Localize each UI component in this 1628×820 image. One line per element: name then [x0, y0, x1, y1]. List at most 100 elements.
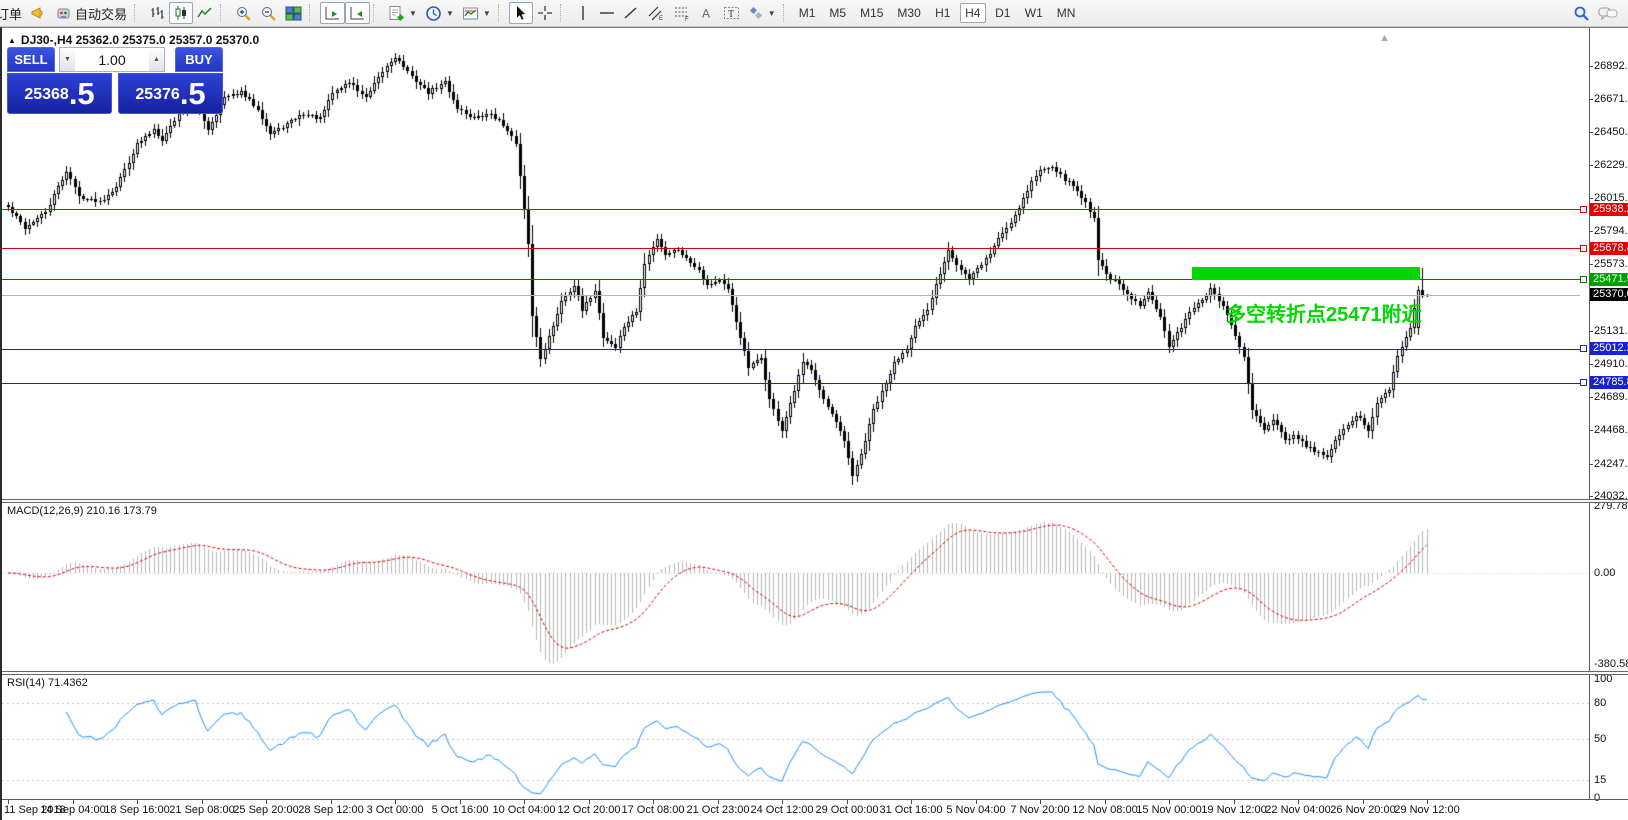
- level-line-handle[interactable]: [1580, 245, 1587, 252]
- level-line-handle[interactable]: [1580, 276, 1587, 283]
- rsi-axis-label: 80: [1594, 697, 1607, 709]
- sell-price-box[interactable]: 25368 .5: [7, 73, 112, 114]
- horizontal-level-line[interactable]: [2, 209, 1580, 210]
- periods-button[interactable]: ▼: [421, 2, 458, 24]
- current-price-line: [2, 295, 1580, 296]
- zoom-out-button[interactable]: [256, 2, 281, 24]
- search-button[interactable]: [1569, 2, 1594, 24]
- bar-chart-button[interactable]: [145, 2, 169, 24]
- level-line-handle[interactable]: [1580, 206, 1587, 213]
- panel-splitter[interactable]: [2, 671, 1628, 675]
- chat-button[interactable]: [1594, 2, 1622, 24]
- rsi-canvas[interactable]: [2, 674, 1589, 799]
- rsi-axis-label: 50: [1594, 733, 1607, 745]
- zoom-in-icon: [237, 6, 251, 21]
- dropdown-arrow-icon: ▼: [767, 8, 776, 18]
- dropdown-arrow-icon: ▼: [445, 8, 454, 18]
- candlestick-chart-button[interactable]: [169, 2, 194, 24]
- chat-icon: [1598, 7, 1618, 20]
- chart-shift-marker-icon[interactable]: ▲: [1379, 32, 1390, 44]
- panel-splitter[interactable]: [2, 499, 1628, 503]
- dropdown-arrow-icon: ▼: [482, 8, 491, 18]
- toolbar-separator: [220, 4, 227, 22]
- order-button[interactable]: 订单: [0, 2, 26, 24]
- price-axis-tick: [1589, 165, 1593, 166]
- timeframe-button-h4[interactable]: H4: [959, 3, 986, 23]
- time-axis-tick: [782, 800, 783, 804]
- auto-scroll-button[interactable]: [320, 2, 346, 24]
- timeframe-button-mn[interactable]: MN: [1052, 3, 1081, 23]
- level-line-handle[interactable]: [1580, 379, 1587, 386]
- text-button[interactable]: A: [695, 2, 719, 24]
- autotrading-button[interactable]: 自动交易: [51, 2, 131, 24]
- vertical-line-button[interactable]: [571, 2, 595, 24]
- megaphone-button[interactable]: [26, 2, 51, 24]
- price-axis-tick: [1589, 364, 1593, 365]
- price-axis-tick: [1589, 66, 1593, 67]
- highlight-rect[interactable]: [1192, 267, 1420, 280]
- time-axis-label: 11 Sep 2018: [4, 804, 66, 816]
- timeframe-button-d1[interactable]: D1: [990, 3, 1016, 23]
- time-axis-tick: [266, 800, 267, 804]
- volume-increase-button[interactable]: ▲: [149, 48, 164, 71]
- svg-text:E: E: [659, 16, 663, 22]
- cursor-button[interactable]: [508, 2, 533, 24]
- timeframe-button-m15[interactable]: M15: [855, 3, 888, 23]
- price-axis-label: 26229.5: [1594, 159, 1628, 171]
- rsi-axis-label: 0: [1594, 792, 1601, 804]
- horizontal-line-button[interactable]: [595, 2, 619, 24]
- time-axis-label: 26 Nov 20:00: [1330, 804, 1396, 816]
- time-axis-label: 15 Nov 00:00: [1136, 804, 1202, 816]
- horizontal-level-line[interactable]: [2, 279, 1580, 280]
- time-axis-tick: [1234, 800, 1235, 804]
- volume-input[interactable]: [75, 48, 149, 71]
- price-chart-canvas[interactable]: [2, 28, 1589, 499]
- time-axis-tick: [1040, 800, 1041, 804]
- templates-button[interactable]: ▼: [458, 2, 495, 24]
- rsi-axis-label: 15: [1594, 774, 1607, 786]
- macd-canvas[interactable]: [2, 502, 1589, 671]
- svg-text:F: F: [685, 17, 689, 22]
- line-chart-button[interactable]: [193, 2, 217, 24]
- buy-price-box[interactable]: 25376 .5: [118, 73, 223, 114]
- text-label-icon: T: [723, 7, 739, 20]
- annotation-text[interactable]: 多空转折点25471附近: [1226, 304, 1422, 326]
- volume-decrease-button[interactable]: ▼: [60, 48, 75, 71]
- timeframe-button-w1[interactable]: W1: [1020, 3, 1048, 23]
- time-axis-label: 25 Sep 20:00: [233, 804, 299, 816]
- price-axis-tick: [1589, 430, 1593, 431]
- level-line-handle[interactable]: [1580, 345, 1587, 352]
- price-axis-label: 25131.0: [1594, 325, 1628, 337]
- time-axis-border: [2, 799, 1628, 800]
- dropdown-arrow-icon: ▼: [409, 8, 417, 18]
- time-axis-label: 5 Nov 04:00: [946, 804, 1006, 816]
- horizontal-level-line[interactable]: [2, 383, 1580, 384]
- crosshair-button[interactable]: [533, 2, 557, 24]
- time-axis-tick: [73, 800, 74, 804]
- time-axis-tick: [1363, 800, 1364, 804]
- chart-shift-button[interactable]: [345, 2, 371, 24]
- tile-windows-button[interactable]: [281, 2, 306, 24]
- horizontal-level-line[interactable]: [2, 349, 1580, 350]
- indicators-icon: [389, 5, 404, 20]
- price-axis-tick: [1589, 264, 1593, 265]
- sell-button[interactable]: SELL: [7, 47, 55, 72]
- horizontal-level-line[interactable]: [2, 248, 1580, 249]
- timeframe-button-m1[interactable]: M1: [794, 3, 821, 23]
- time-axis-label: 17 Oct 08:00: [621, 804, 685, 816]
- collapse-triangle-icon[interactable]: ▲: [8, 35, 16, 45]
- indicators-button[interactable]: ▼: [384, 2, 421, 24]
- fibonacci-button[interactable]: F: [669, 2, 695, 24]
- timeframe-button-m30[interactable]: M30: [892, 3, 925, 23]
- equidistant-channel-button[interactable]: E: [643, 2, 669, 24]
- buy-button[interactable]: BUY: [175, 47, 223, 72]
- time-axis-label: 24 Oct 12:00: [750, 804, 814, 816]
- timeframe-button-m5[interactable]: M5: [824, 3, 851, 23]
- text-label-button[interactable]: T: [719, 2, 744, 24]
- zoom-in-button[interactable]: [231, 2, 256, 24]
- timeframe-button-h1[interactable]: H1: [930, 3, 956, 23]
- time-axis-label: 29 Nov 12:00: [1394, 804, 1460, 816]
- arrows-button[interactable]: ▼: [744, 2, 780, 24]
- toolbar-separator: [134, 4, 141, 22]
- trendline-button[interactable]: [619, 2, 643, 24]
